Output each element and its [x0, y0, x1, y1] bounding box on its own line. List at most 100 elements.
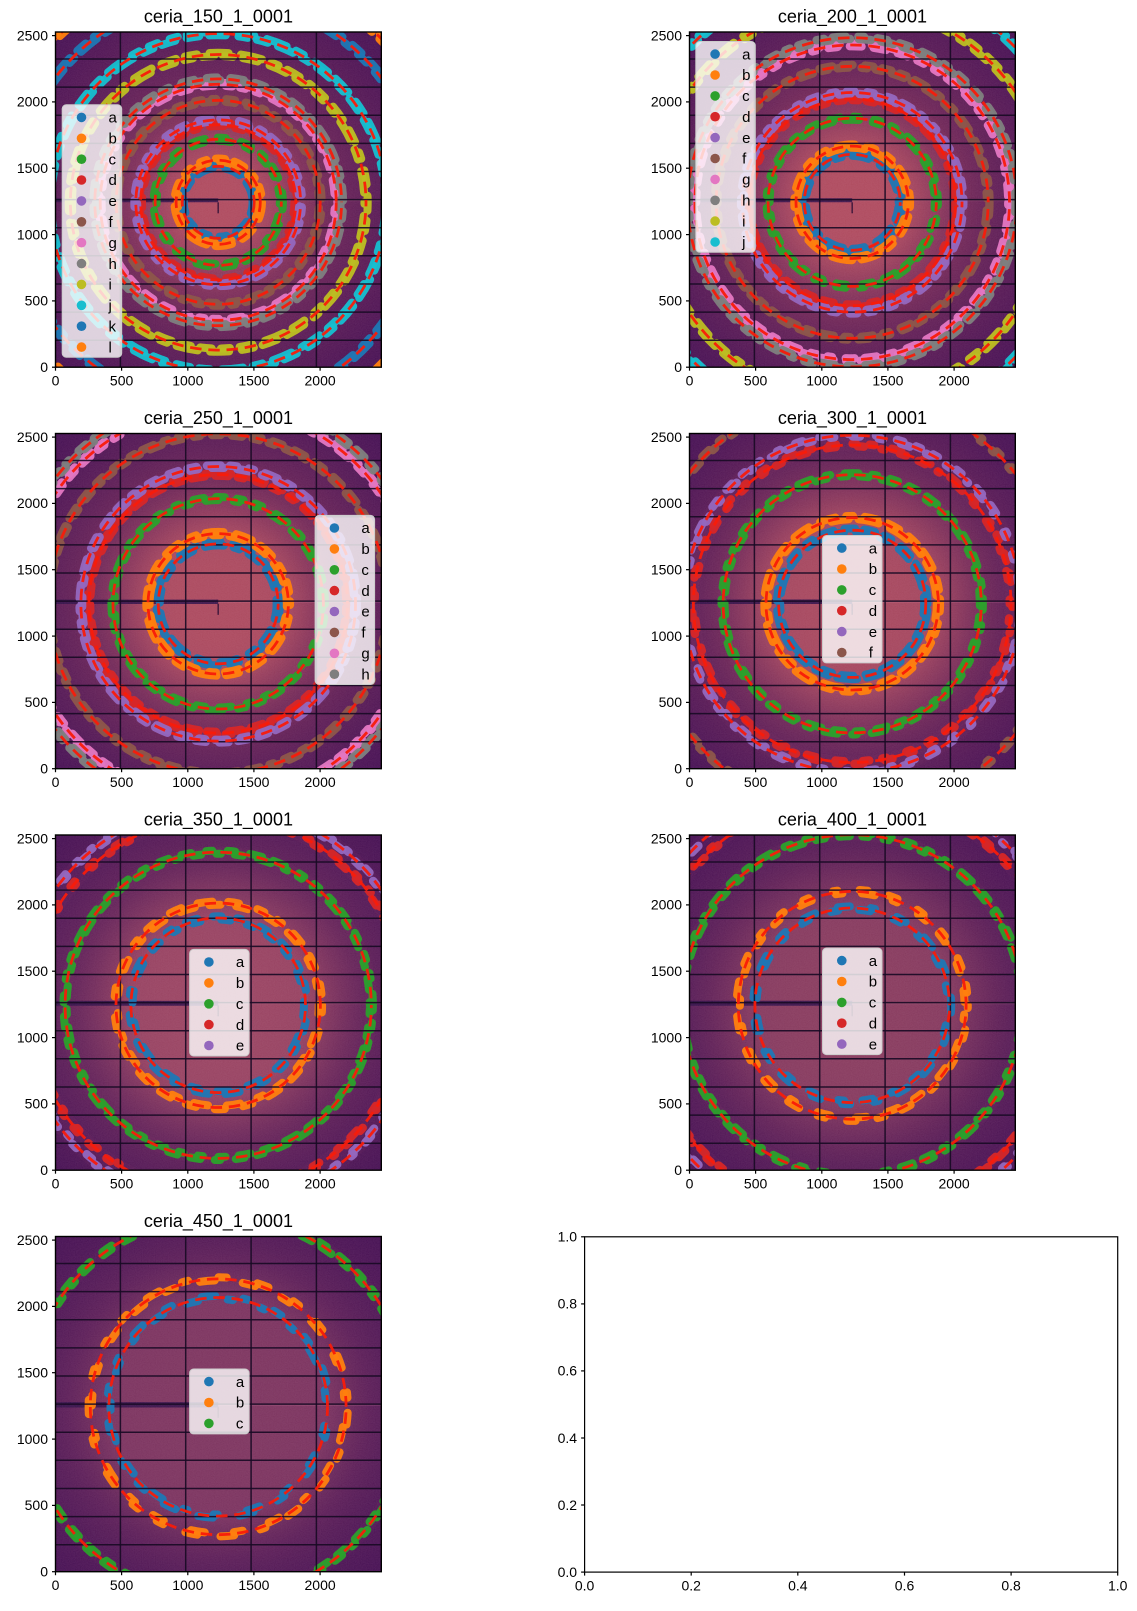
svg-text:2500: 2500 — [17, 429, 48, 445]
svg-text:500: 500 — [659, 1096, 683, 1112]
svg-text:500: 500 — [25, 1497, 49, 1513]
svg-text:1000: 1000 — [17, 1431, 48, 1447]
svg-text:1500: 1500 — [651, 963, 682, 979]
svg-text:1500: 1500 — [17, 160, 48, 176]
svg-text:c: c — [236, 1416, 244, 1433]
svg-text:1000: 1000 — [17, 226, 48, 242]
svg-text:1000: 1000 — [806, 1176, 837, 1192]
svg-text:1500: 1500 — [17, 1365, 48, 1381]
svg-text:2500: 2500 — [17, 1232, 48, 1248]
svg-text:0.4: 0.4 — [558, 1430, 578, 1446]
svg-text:0.4: 0.4 — [788, 1578, 808, 1594]
svg-text:2000: 2000 — [939, 1176, 970, 1192]
svg-text:h: h — [109, 256, 117, 273]
svg-text:b: b — [869, 561, 877, 578]
svg-text:f: f — [361, 625, 366, 642]
svg-text:0.8: 0.8 — [1001, 1578, 1021, 1594]
svg-text:1000: 1000 — [172, 774, 203, 790]
svg-text:c: c — [236, 996, 244, 1013]
svg-text:1500: 1500 — [872, 774, 903, 790]
svg-text:500: 500 — [25, 694, 49, 710]
svg-text:0: 0 — [52, 373, 60, 389]
svg-text:j: j — [108, 298, 112, 315]
svg-text:a: a — [236, 954, 245, 971]
svg-text:500: 500 — [744, 373, 768, 389]
svg-text:0: 0 — [40, 1162, 48, 1178]
svg-text:a: a — [742, 46, 751, 63]
svg-text:ceria_350_1_0001: ceria_350_1_0001 — [144, 809, 293, 830]
svg-text:g: g — [109, 235, 117, 252]
svg-text:g: g — [361, 646, 369, 663]
svg-text:0: 0 — [674, 1162, 682, 1178]
svg-text:1000: 1000 — [17, 628, 48, 644]
svg-text:d: d — [236, 1017, 244, 1034]
svg-text:2000: 2000 — [939, 774, 970, 790]
svg-text:1500: 1500 — [651, 562, 682, 578]
svg-text:b: b — [742, 67, 750, 84]
svg-text:1500: 1500 — [872, 1176, 903, 1192]
svg-text:1000: 1000 — [172, 373, 203, 389]
svg-text:1000: 1000 — [651, 1029, 682, 1045]
svg-text:0.0: 0.0 — [558, 1564, 578, 1580]
svg-text:1000: 1000 — [172, 1577, 203, 1593]
svg-text:d: d — [742, 109, 750, 126]
svg-text:1500: 1500 — [238, 774, 269, 790]
svg-text:f: f — [109, 214, 114, 231]
svg-text:e: e — [361, 604, 369, 621]
svg-text:1500: 1500 — [17, 562, 48, 578]
svg-text:b: b — [361, 541, 369, 558]
svg-text:0: 0 — [686, 1176, 694, 1192]
svg-text:h: h — [361, 666, 369, 683]
svg-text:2000: 2000 — [939, 373, 970, 389]
svg-text:b: b — [236, 975, 244, 992]
svg-text:1.0: 1.0 — [558, 1229, 578, 1245]
svg-text:2000: 2000 — [651, 897, 682, 913]
svg-text:i: i — [109, 277, 112, 294]
svg-text:2500: 2500 — [17, 27, 48, 43]
svg-text:0.2: 0.2 — [681, 1578, 701, 1594]
svg-text:2000: 2000 — [305, 373, 336, 389]
svg-text:e: e — [109, 193, 117, 210]
svg-text:500: 500 — [744, 1176, 768, 1192]
svg-text:2500: 2500 — [17, 830, 48, 846]
svg-text:a: a — [869, 540, 878, 557]
svg-text:ceria_150_1_0001: ceria_150_1_0001 — [144, 6, 293, 27]
svg-text:g: g — [742, 172, 750, 189]
svg-text:d: d — [869, 603, 877, 620]
svg-text:500: 500 — [659, 293, 683, 309]
svg-text:2500: 2500 — [651, 429, 682, 445]
svg-text:1500: 1500 — [651, 160, 682, 176]
svg-text:1500: 1500 — [872, 373, 903, 389]
svg-text:2500: 2500 — [651, 27, 682, 43]
svg-text:0: 0 — [674, 761, 682, 777]
svg-text:1000: 1000 — [806, 373, 837, 389]
svg-text:e: e — [869, 1036, 877, 1053]
svg-text:b: b — [109, 131, 117, 148]
svg-text:0: 0 — [40, 1564, 48, 1580]
svg-text:a: a — [109, 110, 118, 127]
svg-text:e: e — [742, 130, 750, 147]
svg-text:c: c — [109, 151, 117, 168]
svg-text:f: f — [742, 151, 747, 168]
svg-text:1500: 1500 — [238, 1577, 269, 1593]
svg-text:1000: 1000 — [17, 1029, 48, 1045]
svg-text:k: k — [109, 318, 117, 335]
svg-text:j: j — [741, 234, 745, 251]
svg-text:i: i — [742, 213, 745, 230]
svg-text:2000: 2000 — [305, 774, 336, 790]
svg-text:0: 0 — [686, 373, 694, 389]
svg-text:0: 0 — [52, 774, 60, 790]
svg-text:f: f — [869, 645, 874, 662]
svg-text:b: b — [236, 1395, 244, 1412]
svg-text:1.0: 1.0 — [1108, 1578, 1128, 1594]
svg-text:0.0: 0.0 — [575, 1578, 595, 1594]
svg-text:2500: 2500 — [651, 830, 682, 846]
svg-text:500: 500 — [25, 293, 49, 309]
svg-text:0.8: 0.8 — [558, 1296, 578, 1312]
svg-text:a: a — [869, 953, 878, 970]
svg-text:2000: 2000 — [651, 495, 682, 511]
svg-text:1000: 1000 — [651, 226, 682, 242]
svg-text:0: 0 — [40, 359, 48, 375]
svg-text:ceria_400_1_0001: ceria_400_1_0001 — [778, 809, 927, 830]
svg-text:0: 0 — [686, 774, 694, 790]
